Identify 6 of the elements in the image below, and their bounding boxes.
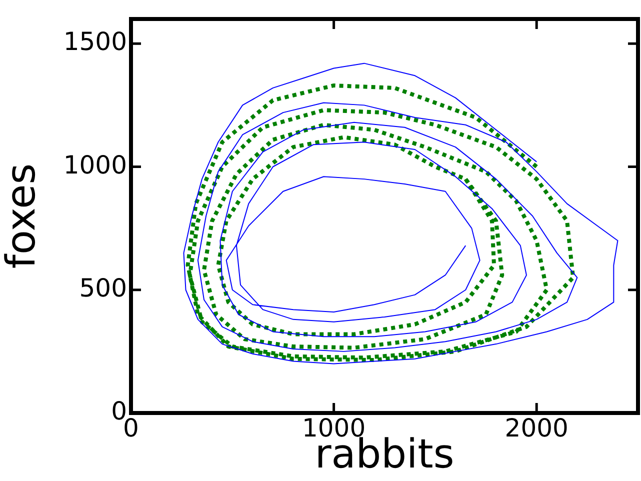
line-series	[186, 83, 576, 362]
x-tick-label: 2000	[504, 414, 568, 442]
y-axis-title: foxes	[0, 163, 44, 269]
y-tick-label: 1000	[63, 150, 127, 180]
y-tick-label: 1500	[63, 27, 127, 56]
y-tick-label: 500	[79, 273, 127, 302]
